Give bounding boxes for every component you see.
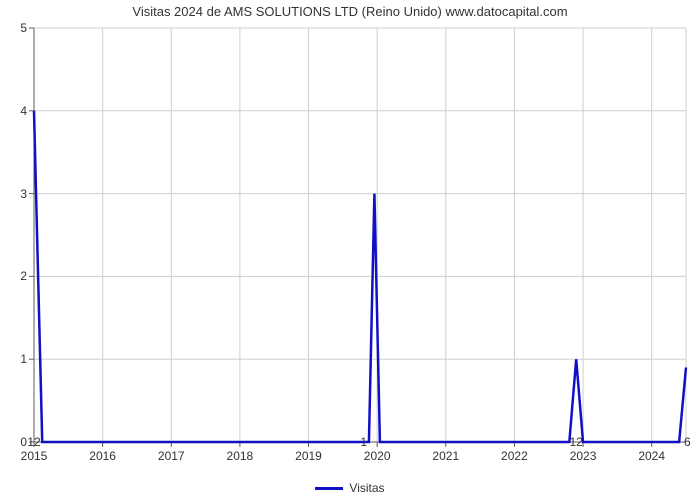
value-label: 12 xyxy=(566,436,586,448)
x-tick-label: 2019 xyxy=(291,450,327,462)
x-tick-label: 2018 xyxy=(222,450,258,462)
x-tick-label: 2015 xyxy=(16,450,52,462)
y-tick-label: 5 xyxy=(15,22,27,34)
x-tick-label: 2016 xyxy=(85,450,121,462)
y-tick-label: 3 xyxy=(15,188,27,200)
plot-area xyxy=(34,28,686,442)
chart-svg xyxy=(34,28,686,442)
x-tick-label: 2021 xyxy=(428,450,464,462)
x-tick-label: 2023 xyxy=(565,450,601,462)
x-tick-label: 2020 xyxy=(359,450,395,462)
x-tick-label: 2022 xyxy=(496,450,532,462)
chart-container: Visitas 2024 de AMS SOLUTIONS LTD (Reino… xyxy=(0,0,700,500)
value-label: 1 xyxy=(360,436,367,448)
x-tick-label: 2017 xyxy=(153,450,189,462)
legend-label: Visitas xyxy=(349,482,384,494)
value-label: 12 xyxy=(24,436,44,448)
x-tick-label: 2024 xyxy=(634,450,670,462)
value-label: 6 xyxy=(684,436,691,448)
legend-line-icon xyxy=(315,487,343,490)
y-tick-label: 1 xyxy=(15,353,27,365)
chart-title: Visitas 2024 de AMS SOLUTIONS LTD (Reino… xyxy=(0,4,700,19)
y-tick-label: 4 xyxy=(15,105,27,117)
y-tick-label: 2 xyxy=(15,270,27,282)
legend: Visitas xyxy=(0,482,700,494)
